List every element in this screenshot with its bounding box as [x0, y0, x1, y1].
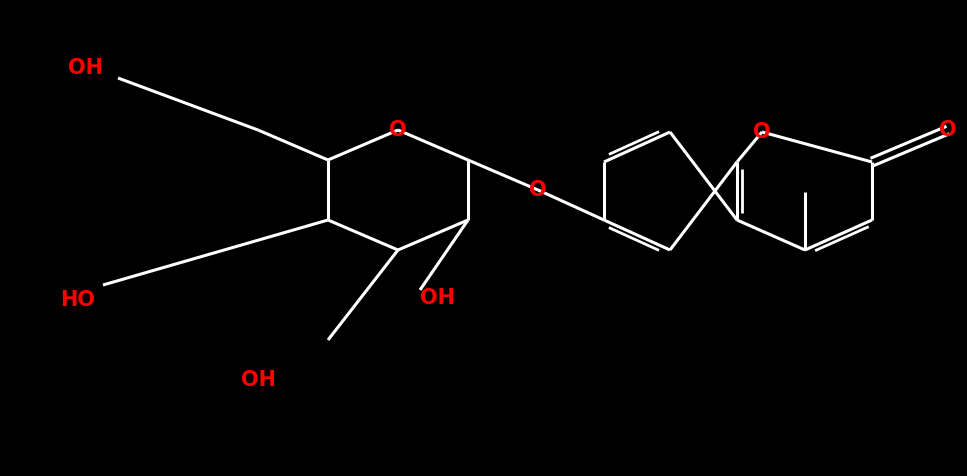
Text: O: O: [389, 120, 407, 140]
Text: O: O: [529, 180, 546, 200]
Text: OH: OH: [420, 288, 455, 308]
Text: HO: HO: [60, 290, 95, 310]
Text: O: O: [753, 122, 771, 142]
Text: OH: OH: [68, 58, 103, 78]
Text: OH: OH: [241, 370, 276, 390]
Text: O: O: [939, 120, 956, 140]
